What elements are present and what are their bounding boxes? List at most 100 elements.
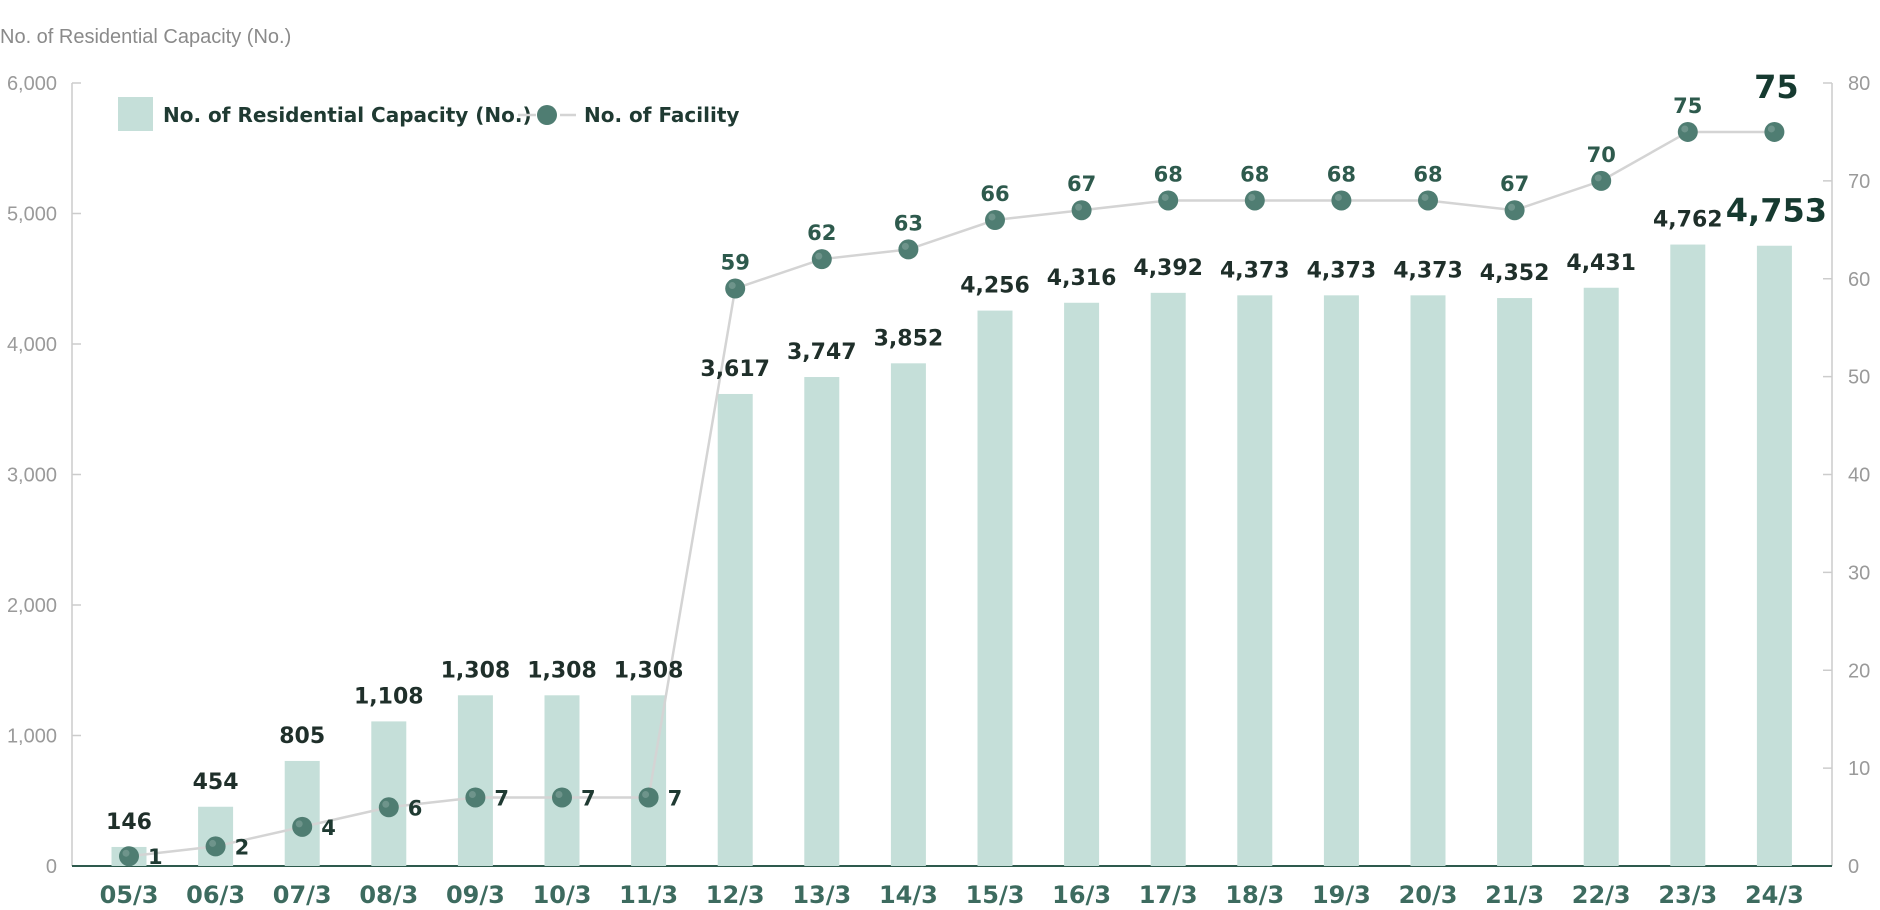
line-point <box>725 278 746 299</box>
line-point <box>465 787 486 808</box>
bar-data-label: 4,352 <box>1480 261 1550 286</box>
bar <box>1756 245 1792 866</box>
line-data-label: 4 <box>321 816 336 840</box>
line-data-label: 68 <box>1413 162 1442 186</box>
y-tick-label: 5,000 <box>7 204 57 226</box>
x-tick-label: 15/3 <box>966 881 1025 909</box>
y2-tick-label: 60 <box>1848 269 1870 291</box>
x-tick-label: 11/3 <box>619 881 678 909</box>
point-highlight <box>815 252 823 260</box>
x-tick-label: 14/3 <box>879 881 938 909</box>
point-highlight <box>1334 193 1342 201</box>
bar-data-label: 4,431 <box>1566 251 1636 276</box>
point-highlight <box>988 213 996 221</box>
bar-data-label: 805 <box>279 724 325 749</box>
line-data-label: 2 <box>235 835 250 859</box>
bar <box>1237 295 1273 866</box>
bar-data-label: 4,762 <box>1653 208 1723 233</box>
y-tick-label: 0 <box>46 856 57 878</box>
facility-line <box>128 130 1775 858</box>
line-point <box>1418 190 1438 211</box>
point-highlight <box>1075 203 1083 211</box>
line-point <box>1071 200 1092 221</box>
bar-data-label: 1,308 <box>527 658 597 683</box>
legend: No. of Residential Capacity (No.) No. of… <box>118 97 739 131</box>
line-data-label: 7 <box>494 786 509 810</box>
bar <box>1497 298 1533 867</box>
line-data-label: 67 <box>1500 172 1529 196</box>
line-data-label: 70 <box>1587 143 1616 167</box>
bar <box>977 310 1013 866</box>
bar <box>890 363 926 866</box>
x-tick-label: 22/3 <box>1572 881 1631 909</box>
line-data-label: 67 <box>1067 172 1096 196</box>
y-tick-label: 6,000 <box>7 73 57 95</box>
x-tick-label: 08/3 <box>359 881 418 909</box>
y-tick-label: 1,000 <box>7 726 57 748</box>
line-data-label: 66 <box>980 182 1009 206</box>
line-data-label: 1 <box>148 845 163 869</box>
x-tick-label: 24/3 <box>1745 881 1804 909</box>
line-data-label: 63 <box>894 211 923 235</box>
line-layer <box>119 121 1785 867</box>
y2-tick-label: 70 <box>1848 171 1870 193</box>
bar-data-label: 4,753 <box>1726 192 1827 230</box>
point-highlight <box>1248 193 1256 201</box>
line-point <box>1331 190 1352 211</box>
x-tick-label: 06/3 <box>186 881 245 909</box>
line-data-label: 75 <box>1673 94 1702 118</box>
point-highlight <box>728 282 736 290</box>
bar <box>1150 292 1186 866</box>
line-point <box>378 797 399 818</box>
line-point <box>552 787 572 808</box>
y-tick-label: 3,000 <box>7 465 57 487</box>
x-tick-label: 20/3 <box>1399 881 1458 909</box>
line-point <box>638 787 659 808</box>
x-tick-label: 18/3 <box>1225 881 1284 909</box>
line-data-label: 68 <box>1327 162 1356 186</box>
x-tick-label: 12/3 <box>706 881 765 909</box>
bar-data-label: 4,373 <box>1220 258 1290 283</box>
x-tick-label: 23/3 <box>1658 881 1717 909</box>
line-point <box>811 249 832 270</box>
point-highlight <box>555 790 563 798</box>
y2-tick-label: 50 <box>1848 367 1870 389</box>
point-highlight <box>122 849 130 857</box>
x-tick-label: 13/3 <box>792 881 851 909</box>
line-point <box>1158 190 1179 211</box>
bar-data-label: 454 <box>193 770 239 795</box>
bar <box>1583 287 1619 866</box>
x-tick-label: 07/3 <box>273 881 332 909</box>
legend-bar-label: No. of Residential Capacity (No.) <box>163 103 532 127</box>
bar <box>284 760 320 866</box>
point-highlight <box>1767 125 1775 133</box>
line-data-label: 6 <box>408 796 423 820</box>
bar-data-label: 4,373 <box>1307 258 1377 283</box>
point-highlight <box>468 790 476 798</box>
line-point <box>1677 121 1698 142</box>
line-point <box>985 210 1005 231</box>
line-point <box>1764 121 1785 142</box>
x-tick-label: 09/3 <box>446 881 505 909</box>
line-data-label: 7 <box>581 786 596 810</box>
bar-data-label: 3,747 <box>787 340 857 365</box>
x-tick-label: 19/3 <box>1312 881 1371 909</box>
bar <box>717 393 753 866</box>
bar-data-label: 3,617 <box>700 357 770 382</box>
point-highlight <box>1161 193 1169 201</box>
line-data-label: 68 <box>1154 162 1183 186</box>
x-tick-label: 05/3 <box>100 881 159 909</box>
line-point <box>1244 190 1265 211</box>
bars-layer <box>111 244 1792 867</box>
bar <box>1323 295 1359 866</box>
bar <box>457 695 493 866</box>
bar-data-label: 1,108 <box>354 684 424 709</box>
x-tick-label: 21/3 <box>1485 881 1544 909</box>
point-highlight <box>1681 125 1689 133</box>
bar-data-label: 4,316 <box>1047 266 1117 291</box>
legend-bar-swatch <box>118 97 153 131</box>
x-tick-label: 16/3 <box>1052 881 1111 909</box>
line-point <box>205 836 226 857</box>
bar <box>198 806 234 866</box>
